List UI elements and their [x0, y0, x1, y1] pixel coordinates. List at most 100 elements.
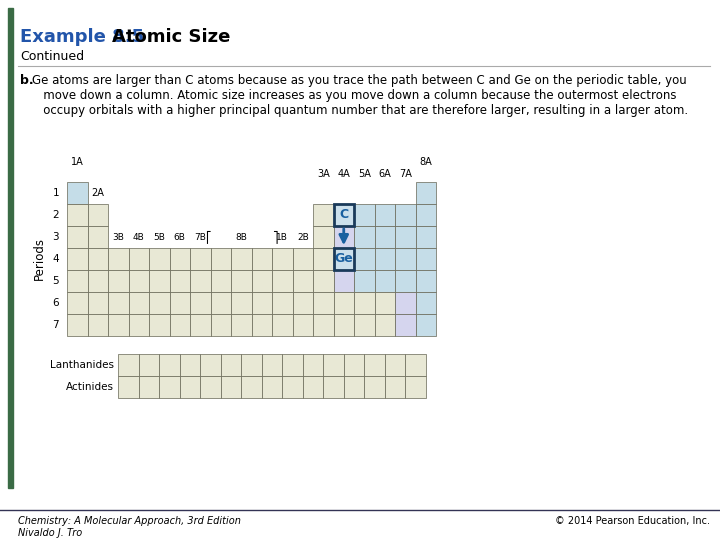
Bar — [88, 226, 108, 248]
Bar — [210, 314, 231, 336]
Bar — [333, 292, 354, 314]
Bar — [313, 204, 333, 226]
Bar — [190, 292, 210, 314]
Bar — [128, 248, 149, 270]
Text: 8B: 8B — [235, 233, 247, 241]
Bar — [200, 376, 221, 398]
Bar — [88, 314, 108, 336]
Text: 2: 2 — [53, 210, 59, 220]
Bar — [88, 292, 108, 314]
Bar — [231, 314, 251, 336]
Bar — [333, 204, 354, 226]
Bar — [333, 248, 354, 270]
Text: 5: 5 — [53, 276, 59, 286]
Bar — [169, 314, 190, 336]
Bar — [210, 270, 231, 292]
Bar — [180, 354, 200, 376]
Text: C: C — [339, 208, 348, 221]
Bar — [354, 204, 374, 226]
Text: Atomic Size: Atomic Size — [112, 28, 230, 46]
Bar — [128, 270, 149, 292]
Bar — [128, 292, 149, 314]
Bar — [272, 270, 292, 292]
Text: 1A: 1A — [71, 157, 84, 167]
Text: 7B: 7B — [194, 233, 206, 241]
Bar — [149, 292, 169, 314]
Bar — [231, 270, 251, 292]
Text: 5A: 5A — [358, 169, 371, 179]
Bar — [374, 226, 395, 248]
Bar — [415, 314, 436, 336]
Bar — [251, 314, 272, 336]
Bar — [313, 248, 333, 270]
Bar — [364, 376, 384, 398]
Bar — [67, 226, 88, 248]
Bar — [292, 314, 313, 336]
Text: b.: b. — [20, 74, 34, 87]
Bar — [292, 248, 313, 270]
Bar — [313, 314, 333, 336]
Bar — [292, 292, 313, 314]
Bar — [333, 226, 354, 248]
Bar — [354, 270, 374, 292]
Bar — [395, 226, 415, 248]
Bar — [395, 248, 415, 270]
Bar — [415, 292, 436, 314]
Bar — [221, 376, 241, 398]
Bar — [343, 376, 364, 398]
Text: Actinides: Actinides — [66, 382, 114, 392]
Bar — [88, 204, 108, 226]
Bar — [67, 270, 88, 292]
Bar — [251, 292, 272, 314]
Bar — [251, 248, 272, 270]
Text: 8A: 8A — [419, 157, 432, 167]
Bar — [313, 292, 333, 314]
Bar — [159, 354, 180, 376]
Bar — [405, 376, 426, 398]
Bar — [159, 376, 180, 398]
Bar — [333, 314, 354, 336]
Bar — [354, 248, 374, 270]
Bar — [241, 354, 262, 376]
Text: Example 8.5: Example 8.5 — [20, 28, 144, 46]
Text: 3: 3 — [53, 232, 59, 242]
Bar — [415, 204, 436, 226]
Bar — [272, 248, 292, 270]
Bar — [313, 226, 333, 248]
Bar — [343, 354, 364, 376]
Bar — [67, 314, 88, 336]
Bar — [231, 292, 251, 314]
Text: 3B: 3B — [112, 233, 124, 241]
Bar — [149, 270, 169, 292]
Text: 4B: 4B — [133, 233, 145, 241]
Bar — [354, 226, 374, 248]
Text: Lanthanides: Lanthanides — [50, 360, 114, 370]
Bar — [262, 354, 282, 376]
Bar — [108, 292, 128, 314]
Bar — [354, 292, 374, 314]
Text: © 2014 Pearson Education, Inc.: © 2014 Pearson Education, Inc. — [555, 516, 710, 526]
Text: ⎡: ⎡ — [205, 231, 210, 244]
Bar — [354, 314, 374, 336]
Text: 1B: 1B — [276, 233, 288, 241]
Bar — [302, 354, 323, 376]
Bar — [221, 354, 241, 376]
Bar — [323, 376, 343, 398]
Bar — [149, 314, 169, 336]
Bar — [333, 248, 354, 270]
Bar — [190, 314, 210, 336]
Bar — [333, 270, 354, 292]
Text: 6B: 6B — [174, 233, 186, 241]
Bar — [190, 270, 210, 292]
Bar — [67, 292, 88, 314]
Bar — [323, 354, 343, 376]
Bar — [292, 270, 313, 292]
Bar — [67, 204, 88, 226]
Bar — [139, 376, 159, 398]
Bar — [169, 270, 190, 292]
Bar — [395, 314, 415, 336]
Bar — [333, 204, 354, 226]
Bar — [251, 270, 272, 292]
Text: 1: 1 — [53, 188, 59, 198]
Bar — [180, 376, 200, 398]
